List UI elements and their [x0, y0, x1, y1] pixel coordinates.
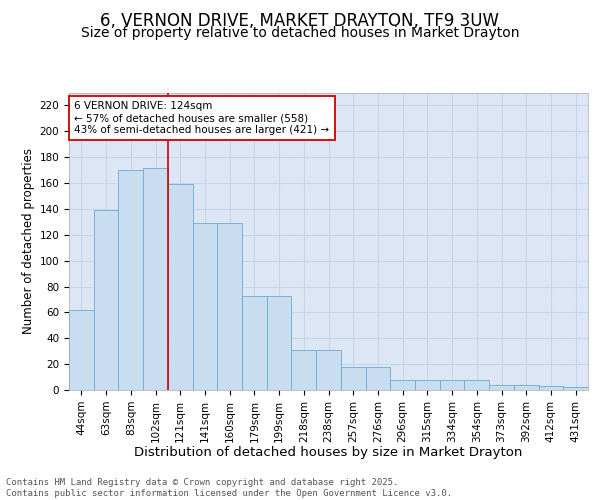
Bar: [365, 366, 390, 390]
Bar: [563, 388, 588, 390]
Bar: [464, 380, 489, 390]
Bar: [267, 296, 292, 390]
X-axis label: Distribution of detached houses by size in Market Drayton: Distribution of detached houses by size …: [134, 446, 523, 459]
Bar: [94, 210, 118, 390]
Bar: [193, 223, 217, 390]
Bar: [539, 386, 563, 390]
Bar: [341, 366, 365, 390]
Text: 6 VERNON DRIVE: 124sqm
← 57% of detached houses are smaller (558)
43% of semi-de: 6 VERNON DRIVE: 124sqm ← 57% of detached…: [74, 102, 329, 134]
Bar: [514, 385, 539, 390]
Bar: [118, 170, 143, 390]
Text: Size of property relative to detached houses in Market Drayton: Size of property relative to detached ho…: [81, 26, 519, 40]
Bar: [415, 380, 440, 390]
Text: Contains HM Land Registry data © Crown copyright and database right 2025.
Contai: Contains HM Land Registry data © Crown c…: [6, 478, 452, 498]
Bar: [143, 168, 168, 390]
Bar: [390, 380, 415, 390]
Text: 6, VERNON DRIVE, MARKET DRAYTON, TF9 3UW: 6, VERNON DRIVE, MARKET DRAYTON, TF9 3UW: [101, 12, 499, 30]
Bar: [292, 350, 316, 390]
Bar: [489, 385, 514, 390]
Bar: [242, 296, 267, 390]
Bar: [69, 310, 94, 390]
Y-axis label: Number of detached properties: Number of detached properties: [22, 148, 35, 334]
Bar: [316, 350, 341, 390]
Bar: [168, 184, 193, 390]
Bar: [217, 223, 242, 390]
Bar: [440, 380, 464, 390]
